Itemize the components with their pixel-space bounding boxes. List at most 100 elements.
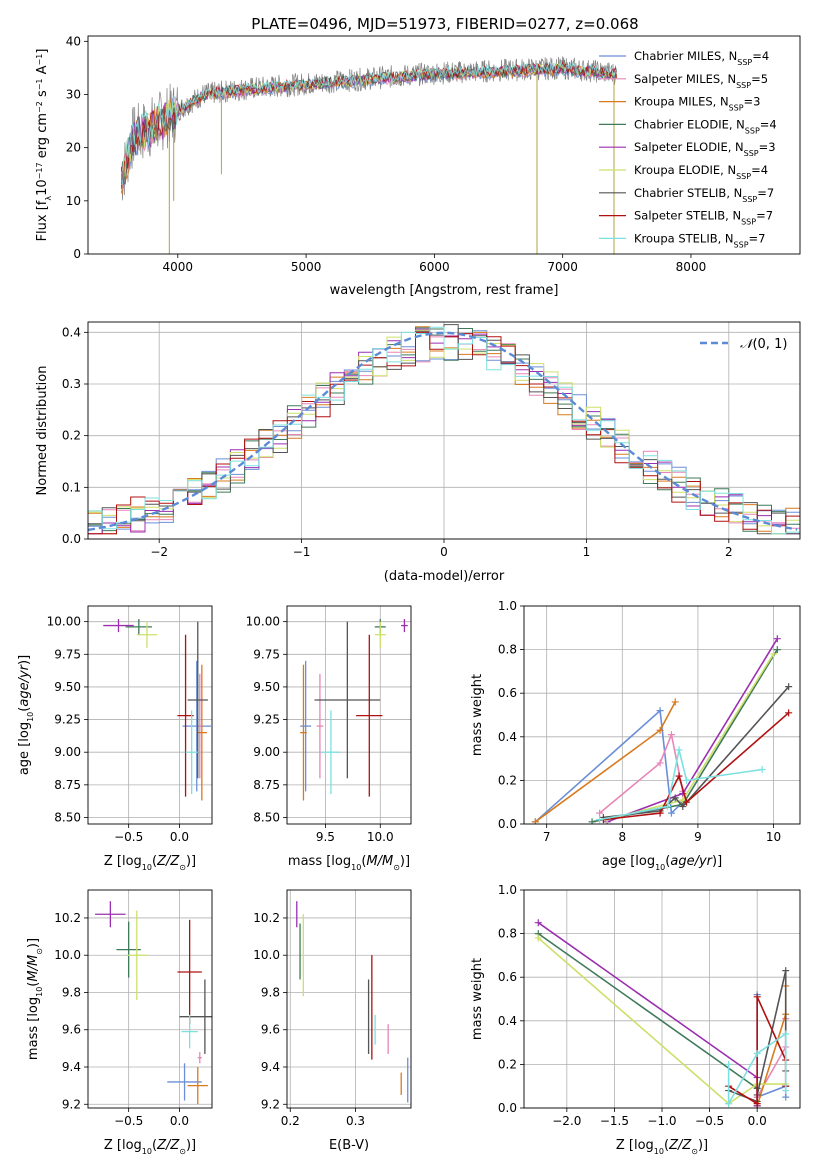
y-tick-label: 0.6 bbox=[498, 970, 517, 984]
plot-area bbox=[300, 619, 408, 801]
y-tick-label: 1.0 bbox=[498, 599, 517, 613]
data-point bbox=[675, 746, 683, 754]
y-tick-label: 0.4 bbox=[498, 1014, 517, 1028]
x-tick-label: 7 bbox=[543, 830, 551, 844]
model-spectrum bbox=[121, 60, 617, 186]
y-tick-label: 0.2 bbox=[498, 773, 517, 787]
legend-label: 𝒩(0, 1) bbox=[740, 337, 787, 352]
y-tick-label: 0 bbox=[73, 247, 81, 261]
axes-frame bbox=[87, 889, 213, 1109]
y-tick-label: 0.8 bbox=[498, 927, 517, 941]
x-tick-label: −2 bbox=[150, 545, 168, 559]
data-point bbox=[534, 934, 542, 942]
y-tick-label: 0.4 bbox=[62, 325, 81, 339]
data-point bbox=[785, 709, 793, 717]
y-axis-label: Normed distribution bbox=[35, 366, 50, 496]
x-tick-label: −1 bbox=[293, 545, 311, 559]
y-tick-label: 0.4 bbox=[498, 730, 517, 744]
axes-frame bbox=[286, 889, 412, 1109]
y-tick-label: 10.0 bbox=[253, 948, 280, 962]
y-axis-label: age [log10(age/yr)] bbox=[17, 655, 35, 775]
data-point bbox=[596, 809, 604, 817]
legend-label: Kroupa MILES, NSSP=3 bbox=[634, 95, 760, 113]
y-tick-label: 10.0 bbox=[54, 948, 81, 962]
x-axis-label: age [log10(age/yr)] bbox=[602, 854, 722, 872]
axes-age_vs_mass: 9.5 10.0 8.50 8.75 9.00 9.25 9.50 9.75 10.00 mass… bbox=[246, 605, 412, 872]
legend: Chabrier MILES, NSSP=4 Salpeter MILES, NS… bbox=[599, 49, 777, 249]
model-spectrum bbox=[120, 64, 617, 194]
y-tick-label: 9.2 bbox=[261, 1097, 280, 1111]
x-axis-label: Z [log10(Z/Z⊙)] bbox=[104, 1138, 196, 1156]
plot-area bbox=[120, 56, 617, 254]
series-line bbox=[537, 937, 786, 1105]
legend: 𝒩(0, 1) bbox=[700, 337, 787, 352]
y-tick-label: 10 bbox=[66, 194, 81, 208]
y-tick-label: 9.25 bbox=[54, 713, 81, 727]
model-spectrum bbox=[120, 64, 617, 195]
x-tick-label: −1.5 bbox=[600, 1114, 629, 1128]
axes-mass_vs_Z: −0.5 0.0 9.2 9.4 9.6 9.8 10.0 10.2 Z [log10(Z/Z⊙… bbox=[26, 889, 213, 1156]
y-tick-label: 9.2 bbox=[62, 1097, 81, 1111]
data-point bbox=[656, 707, 664, 715]
y-tick-label: 9.4 bbox=[261, 1060, 280, 1074]
y-tick-label: 8.75 bbox=[54, 778, 81, 792]
x-axis-label: Z [log10(Z/Z⊙)] bbox=[104, 854, 196, 872]
y-tick-label: 0.0 bbox=[498, 817, 517, 831]
series-line bbox=[756, 994, 787, 1099]
axes-massweight_vs_Z: −2.0 −1.5 −1.0 −0.5 0.0 0.0 0.2 0.4 0.6 0.8 1.0 Z [… bbox=[470, 883, 801, 1156]
series-line bbox=[606, 638, 778, 823]
figure-title: PLATE=0496, MJD=51973, FIBERID=0277, z=0… bbox=[251, 15, 638, 33]
y-tick-label: 9.8 bbox=[261, 985, 280, 999]
legend-label: Kroupa ELODIE, NSSP=4 bbox=[634, 163, 768, 181]
y-tick-label: 0.2 bbox=[62, 429, 81, 443]
data-point bbox=[656, 809, 664, 817]
data-point bbox=[773, 635, 781, 643]
x-tick-label: 0.0 bbox=[170, 1114, 189, 1128]
series-line bbox=[603, 712, 790, 821]
y-tick-label: 1.0 bbox=[498, 883, 517, 897]
plot-area bbox=[103, 619, 211, 801]
data-point bbox=[753, 1100, 761, 1108]
x-tick-label: 0.0 bbox=[170, 830, 189, 844]
x-tick-label: 4000 bbox=[163, 260, 194, 274]
y-tick-label: 9.50 bbox=[253, 680, 280, 694]
data-point bbox=[683, 798, 691, 806]
data-point bbox=[675, 772, 683, 780]
y-tick-label: 10.2 bbox=[253, 911, 280, 925]
axes-frame bbox=[87, 35, 801, 255]
y-tick-label: 10.2 bbox=[54, 911, 81, 925]
y-tick-label: 9.50 bbox=[54, 680, 81, 694]
y-axis-label: mass weight bbox=[470, 958, 485, 1040]
plot-area bbox=[531, 635, 793, 824]
y-tick-label: 20 bbox=[66, 141, 81, 155]
y-tick-label: 10.00 bbox=[246, 615, 280, 629]
y-tick-label: 9.25 bbox=[253, 713, 280, 727]
model-spectrum bbox=[121, 62, 617, 177]
legend-label: Kroupa STELIB, NSSP=7 bbox=[634, 231, 765, 249]
y-tick-label: 9.6 bbox=[62, 1023, 81, 1037]
x-tick-label: 5000 bbox=[291, 260, 322, 274]
data-point bbox=[725, 1060, 733, 1068]
plot-area bbox=[88, 324, 800, 535]
axes-frame bbox=[286, 605, 412, 825]
data-point bbox=[679, 803, 687, 811]
axes-mass_vs_EBV: 0.2 0.3 9.2 9.4 9.6 9.8 10.0 10.2 E(B-V) bbox=[253, 889, 412, 1153]
y-tick-label: 9.00 bbox=[253, 745, 280, 759]
y-tick-label: 0.0 bbox=[62, 532, 81, 546]
legend-label: Chabrier MILES, NSSP=4 bbox=[634, 49, 769, 67]
data-point bbox=[782, 1030, 790, 1038]
normal-reference-curve bbox=[88, 331, 798, 532]
axes-age_vs_Z: −0.5 0.0 8.50 8.75 9.00 9.25 9.50 9.75 10.00 Z [l… bbox=[17, 605, 213, 872]
y-axis-label: mass weight bbox=[470, 674, 485, 756]
x-tick-label: 2 bbox=[725, 545, 733, 559]
x-tick-label: 9 bbox=[694, 830, 702, 844]
y-tick-label: 9.8 bbox=[62, 985, 81, 999]
data-point bbox=[664, 803, 672, 811]
x-tick-label: 10 bbox=[766, 830, 781, 844]
axes-residuals: −2 −1 0 1 2 0.0 0.1 0.2 0.3 0.4 (data-model)/error… bbox=[35, 321, 801, 584]
x-tick-label: 1 bbox=[583, 545, 591, 559]
data-point bbox=[770, 650, 778, 658]
x-tick-label: 6000 bbox=[419, 260, 450, 274]
axes-spectrum: 4000 5000 6000 7000 8000 0 10 20 30 40 wavelength … bbox=[35, 34, 801, 298]
